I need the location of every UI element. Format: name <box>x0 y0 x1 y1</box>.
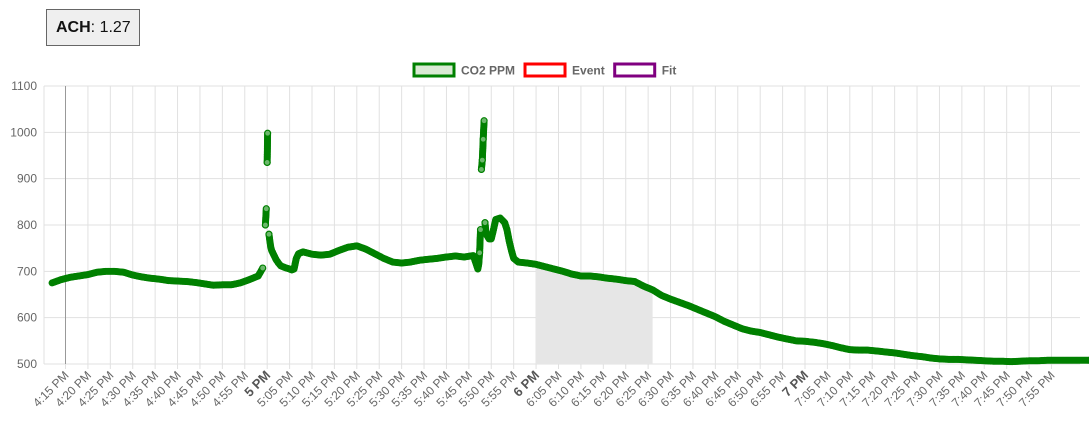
y-tick-label: 800 <box>17 218 37 232</box>
y-tick-label: 900 <box>17 172 37 186</box>
y-tick-label: 700 <box>17 264 37 278</box>
co2-spike-point <box>476 249 484 257</box>
co2-spike-point <box>478 156 486 164</box>
fit-region-fill <box>536 264 653 364</box>
co2-spike-point <box>480 117 488 125</box>
co2-spike-point <box>259 264 267 272</box>
co2-spike-point <box>261 221 269 229</box>
y-tick-label: 600 <box>17 311 37 325</box>
co2-spike-point <box>479 135 487 143</box>
co2-spike-point <box>263 158 271 167</box>
ach-value: : 1.27 <box>90 18 131 36</box>
legend-swatch <box>412 62 456 78</box>
co2-spike-point <box>265 230 273 238</box>
legend-item: CO2 PPM <box>412 62 515 78</box>
co2-spike-point <box>476 226 485 234</box>
legend-label: CO2 PPM <box>461 64 515 78</box>
legend-swatch <box>613 62 657 78</box>
ach-box: ACH: 1.27 <box>46 9 140 46</box>
legend-label: Event <box>572 64 605 78</box>
co2-spike-point <box>477 165 486 173</box>
co2-spike-point <box>481 219 489 227</box>
ach-label: ACH <box>56 18 91 36</box>
legend-item: Fit <box>613 62 677 78</box>
y-tick-label: 500 <box>17 357 37 371</box>
y-tick-label: 1000 <box>10 125 37 139</box>
legend-item: Event <box>523 62 605 78</box>
co2-spike-point <box>264 129 272 137</box>
legend-label: Fit <box>662 64 677 78</box>
y-tick-label: 1100 <box>11 79 37 93</box>
co2-spike-point <box>262 205 270 213</box>
legend-swatch <box>523 62 567 78</box>
